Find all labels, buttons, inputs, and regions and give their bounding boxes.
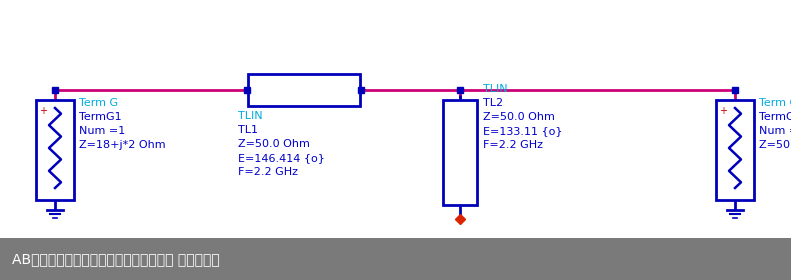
- Text: E=146.414 {o}: E=146.414 {o}: [238, 153, 325, 163]
- Text: E=133.11 {o}: E=133.11 {o}: [483, 126, 562, 136]
- Text: F=2.2 GHz: F=2.2 GHz: [238, 167, 298, 177]
- Text: TermG2: TermG2: [759, 112, 791, 122]
- Text: TLIN: TLIN: [483, 84, 508, 94]
- Bar: [443, 100, 477, 205]
- Text: TL1: TL1: [238, 125, 258, 135]
- Text: Term G: Term G: [759, 98, 791, 108]
- Bar: [248, 74, 360, 106]
- Text: TL2: TL2: [483, 98, 503, 108]
- Text: +: +: [39, 106, 47, 116]
- Text: Num =1: Num =1: [79, 126, 125, 136]
- Text: Z=50.0 Ohm: Z=50.0 Ohm: [483, 112, 554, 122]
- Text: TLIN: TLIN: [238, 111, 263, 121]
- Text: F=2.2 GHz: F=2.2 GHz: [483, 140, 543, 150]
- Bar: [716, 100, 754, 200]
- Bar: [0, 238, 791, 280]
- Text: Z=18+j*2 Ohm: Z=18+j*2 Ohm: [79, 140, 165, 150]
- Text: Term G: Term G: [79, 98, 118, 108]
- Text: Z=50 Ohm: Z=50 Ohm: [759, 140, 791, 150]
- Bar: [36, 100, 74, 200]
- Text: Z=50.0 Ohm: Z=50.0 Ohm: [238, 139, 310, 149]
- Text: TermG1: TermG1: [79, 112, 122, 122]
- Text: +: +: [719, 106, 727, 116]
- Text: Num =2: Num =2: [759, 126, 791, 136]
- Text: AB类射频功率放大器设计与仿真（一）： 原理图设计: AB类射频功率放大器设计与仿真（一）： 原理图设计: [12, 252, 220, 266]
